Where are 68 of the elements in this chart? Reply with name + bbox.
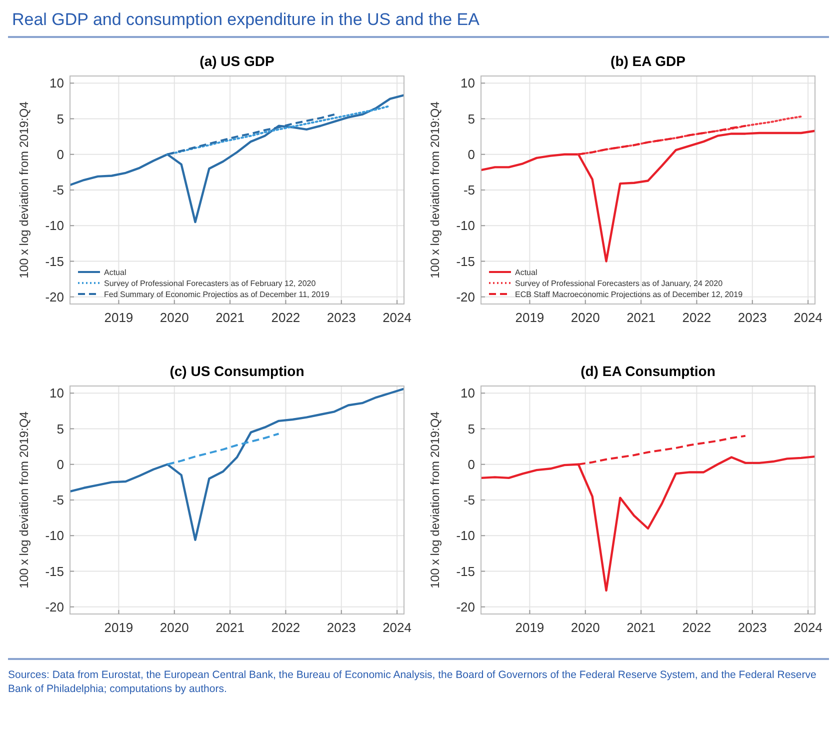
y-tick-label: 0 (468, 456, 475, 472)
text: Real GDP and consumption expenditure in the US and the EA (8, 8, 829, 38)
x-tick-label: 2023 (326, 310, 356, 325)
legend-label: Actual (104, 268, 126, 277)
y-tick-label: 10 (460, 386, 475, 401)
y-axis-title: 100 x log deviation from 2019:Q4 (17, 411, 31, 588)
legend-label: Fed Summary of Economic Projectios as of December 11, 2019 (104, 290, 330, 299)
x-tick-label: 2024 (794, 620, 823, 635)
x-tick-label: 2019 (104, 310, 134, 325)
y-tick-label: 5 (468, 421, 475, 436)
y-tick-label: 10 (460, 76, 475, 91)
y-tick-label: 10 (50, 76, 64, 91)
x-tick-label: 2020 (160, 620, 189, 635)
x-tick-label: 2022 (682, 620, 712, 635)
y-tick-label: -15 (45, 254, 64, 269)
x-tick-label: 2022 (271, 310, 300, 325)
y-axis-title: 100 x log deviation from 2019:Q4 (17, 101, 31, 278)
y-tick-label: -20 (45, 599, 64, 614)
x-tick-label: 2019 (104, 620, 134, 635)
chart-title: (a) US GDP (200, 53, 274, 69)
y-tick-label: -5 (52, 492, 64, 508)
chart-title: (b) EA GDP (610, 53, 686, 69)
x-tick-label: 2021 (626, 620, 656, 635)
y-tick-label: -15 (45, 564, 64, 579)
y-tick-label: -5 (463, 182, 475, 198)
x-tick-label: 2022 (271, 620, 300, 635)
y-axis-title: 100 x log deviation from 2019:Q4 (428, 101, 442, 278)
y-tick-label: 0 (56, 146, 64, 162)
y-axis-title: 100 x log deviation from 2019:Q4 (428, 411, 442, 588)
y-tick-label: -10 (45, 218, 64, 234)
x-tick-label: 2021 (216, 310, 245, 325)
x-tick-label: 2019 (515, 620, 544, 635)
x-tick-label: 2023 (326, 620, 356, 635)
chart-title: (c) US Consumption (170, 363, 304, 379)
y-tick-label: 0 (56, 456, 64, 472)
legend-label: Survey of Professional Forecasters as of February 12, 2020 (104, 278, 316, 288)
y-tick-label: -10 (45, 528, 64, 544)
x-tick-label: 2021 (626, 310, 656, 325)
y-tick-label: 10 (50, 386, 64, 401)
y-tick-label: 5 (468, 111, 475, 126)
legend-label: Survey of Professional Forecasters as of January, 24 2020 (515, 278, 724, 288)
x-tick-label: 2020 (160, 310, 189, 325)
x-tick-label: 2020 (570, 620, 600, 635)
source-note: Sources: Data from Eurostat, the European Central Bank, the Bureau of Economic Analysis, the Board of Governors of the Federal Reserve System, and the Federal Reserve Bank of Philadelphia; computations by authors. (8, 668, 818, 696)
x-tick-label: 2024 (382, 310, 412, 325)
x-tick-label: 2024 (794, 310, 823, 325)
y-tick-label: -15 (456, 254, 475, 269)
y-tick-label: -5 (463, 492, 475, 508)
y-tick-label: -20 (456, 289, 475, 304)
x-tick-label: 2024 (382, 620, 412, 635)
y-tick-label: 5 (56, 111, 64, 126)
y-tick-label: 5 (56, 421, 64, 436)
y-tick-label: 0 (468, 146, 475, 162)
y-tick-label: -20 (45, 289, 64, 304)
chart-title: (d) EA Consumption (580, 363, 716, 379)
x-tick-label: 2023 (738, 310, 767, 325)
x-tick-label: 2020 (570, 310, 600, 325)
legend-label: ECB Staff Macroeconomic Projections as of December 12, 2019 (515, 290, 744, 299)
legend-label: Actual (515, 268, 538, 277)
y-tick-label: -10 (456, 528, 475, 544)
y-tick-label: -20 (456, 599, 475, 614)
y-tick-label: -5 (52, 182, 64, 198)
x-tick-label: 2023 (738, 620, 767, 635)
x-tick-label: 2022 (682, 310, 712, 325)
y-tick-label: -15 (456, 564, 475, 579)
x-tick-label: 2019 (515, 310, 544, 325)
x-tick-label: 2021 (216, 620, 245, 635)
y-tick-label: -10 (456, 218, 475, 234)
